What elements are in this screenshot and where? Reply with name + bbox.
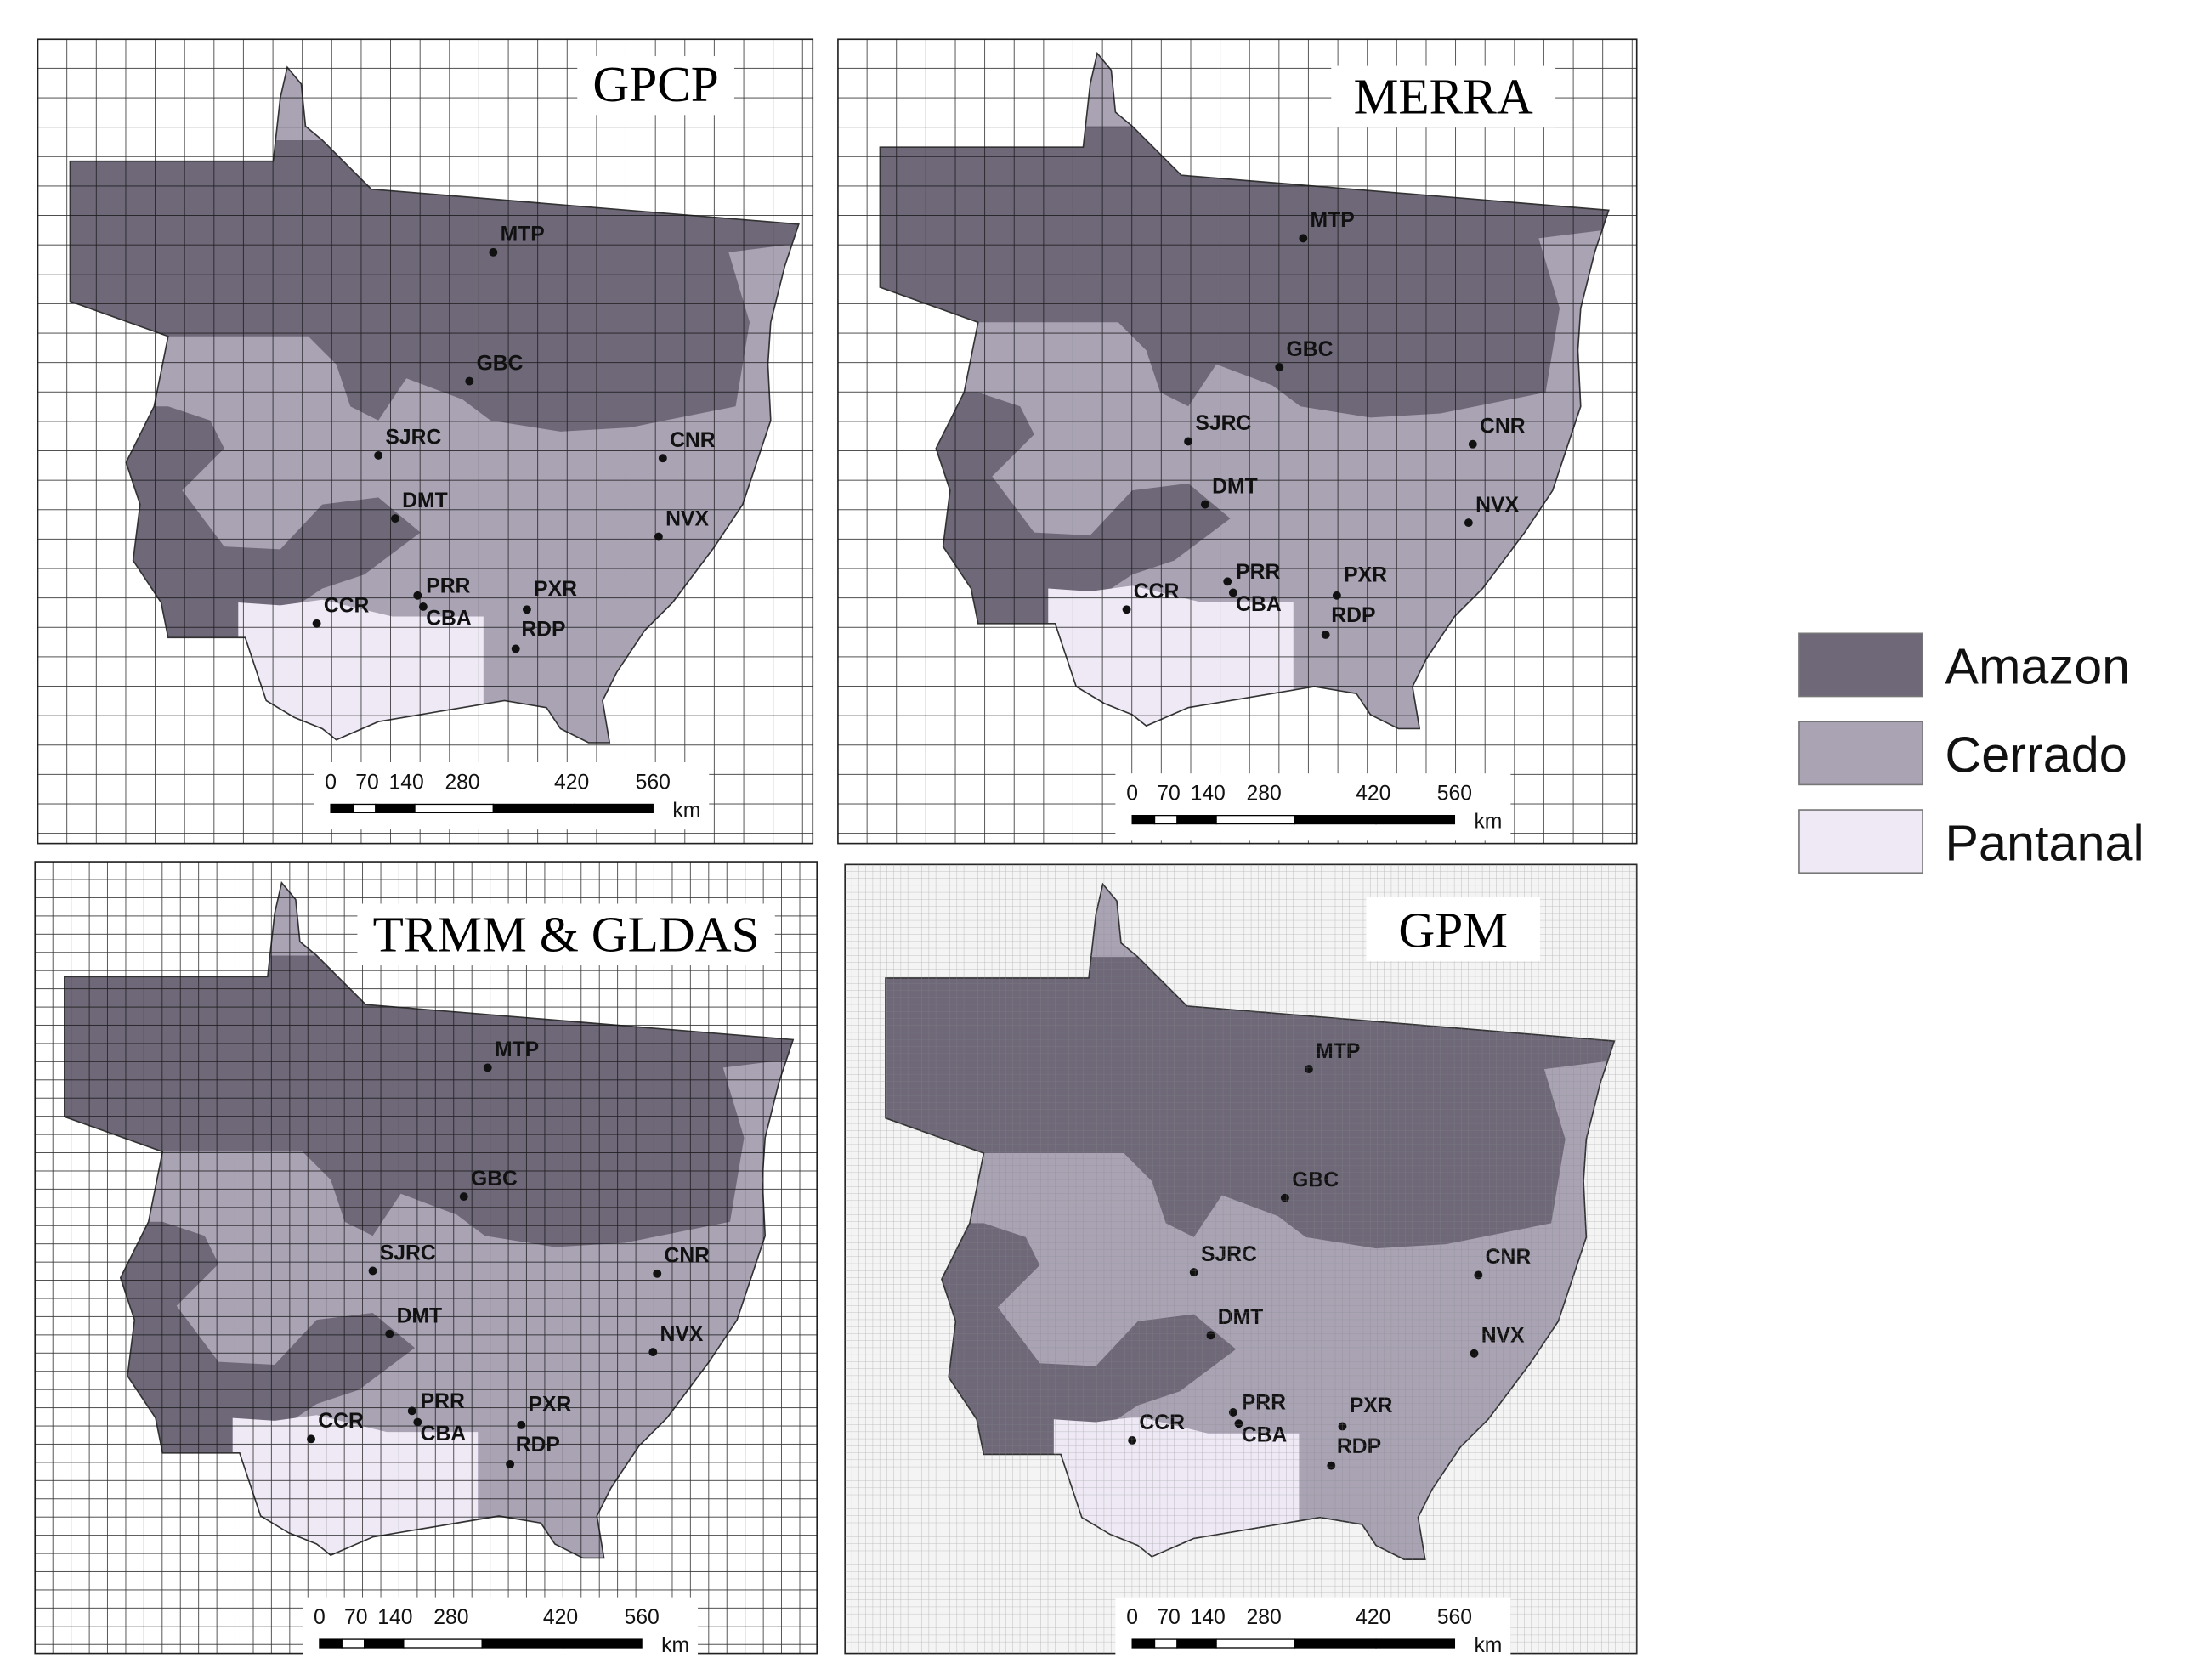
scale-segment bbox=[330, 803, 354, 814]
scale-segment bbox=[563, 1638, 643, 1649]
scale-label: 280 bbox=[1247, 1606, 1282, 1629]
scale-label: 280 bbox=[433, 1606, 468, 1629]
grid-overlay bbox=[35, 862, 818, 1654]
grid-overlay bbox=[845, 864, 1637, 1654]
scale-label: 560 bbox=[636, 771, 671, 794]
scale-segment bbox=[319, 1638, 343, 1649]
panel-title: TRMM & GLDAS bbox=[373, 907, 760, 963]
scale-segment bbox=[403, 1638, 483, 1649]
legend-swatch bbox=[1798, 632, 1923, 698]
map-panel: MTPGBCSJRCCNRDMTNVXCCRPRRCBAPXRRDPGPCP07… bbox=[37, 38, 814, 845]
scale-label: 420 bbox=[1356, 1606, 1390, 1629]
scale-segment bbox=[1176, 1638, 1217, 1649]
scale-label: 0 bbox=[314, 1606, 326, 1629]
scale-label: 140 bbox=[1191, 783, 1226, 806]
scale-label: 70 bbox=[355, 771, 379, 794]
scale-label: 140 bbox=[389, 771, 424, 794]
scale-segment bbox=[1131, 814, 1156, 825]
scale-segment bbox=[1215, 1638, 1296, 1649]
grid-overlay bbox=[37, 39, 813, 844]
scale-segment bbox=[375, 803, 416, 814]
scale-unit: km bbox=[661, 1634, 689, 1657]
scale-box bbox=[1115, 1597, 1511, 1665]
scale-box bbox=[1115, 773, 1511, 841]
map-panel: MTPGBCSJRCCNRDMTNVXCCRPRRCBAPXRRDPGPM070… bbox=[844, 863, 1638, 1665]
scale-segment bbox=[1176, 814, 1217, 825]
panel-title: MERRA bbox=[1354, 69, 1533, 125]
scale-segment bbox=[364, 1638, 405, 1649]
scale-segment bbox=[1294, 1638, 1377, 1649]
scale-segment bbox=[1294, 814, 1377, 825]
scale-label: 560 bbox=[1437, 783, 1472, 806]
grid-overlay bbox=[837, 39, 1637, 844]
scale-segment bbox=[352, 803, 377, 814]
panel-title: GPCP bbox=[592, 56, 718, 112]
title-box bbox=[577, 56, 734, 116]
scale-unit: km bbox=[1474, 1634, 1502, 1657]
scale-label: 280 bbox=[445, 771, 479, 794]
scale-label: 70 bbox=[1157, 783, 1181, 806]
scale-segment bbox=[1375, 814, 1456, 825]
scale-label: 70 bbox=[344, 1606, 368, 1629]
scale-label: 420 bbox=[1356, 783, 1390, 806]
scale-label: 420 bbox=[543, 1606, 578, 1629]
title-box bbox=[357, 903, 775, 966]
scale-label: 560 bbox=[1437, 1606, 1472, 1629]
scale-label: 140 bbox=[1191, 1606, 1226, 1629]
legend-label: Amazon bbox=[1945, 638, 2130, 695]
scale-label: 140 bbox=[377, 1606, 412, 1629]
legend-label: Pantanal bbox=[1945, 814, 2144, 871]
scale-box bbox=[303, 1597, 699, 1665]
scale-unit: km bbox=[1474, 810, 1502, 833]
scale-box bbox=[314, 761, 710, 830]
scale-label: 420 bbox=[554, 771, 589, 794]
scale-segment bbox=[1153, 1638, 1178, 1649]
legend-swatch bbox=[1798, 721, 1923, 786]
scale-segment bbox=[1215, 814, 1296, 825]
legend-swatch bbox=[1798, 809, 1923, 874]
scale-segment bbox=[481, 1638, 564, 1649]
scale-segment bbox=[492, 803, 575, 814]
title-box bbox=[1366, 897, 1540, 962]
scale-segment bbox=[341, 1638, 365, 1649]
scale-segment bbox=[1375, 1638, 1456, 1649]
scale-label: 280 bbox=[1247, 783, 1282, 806]
scale-segment bbox=[1131, 1638, 1156, 1649]
map-panel: MTPGBCSJRCCNRDMTNVXCCRPRRCBAPXRRDPTRMM &… bbox=[34, 861, 818, 1665]
scale-label: 0 bbox=[325, 771, 337, 794]
legend-label: Cerrado bbox=[1945, 727, 2127, 783]
scale-label: 70 bbox=[1157, 1606, 1181, 1629]
scale-segment bbox=[574, 803, 654, 814]
scale-segment bbox=[1153, 814, 1178, 825]
panel-title: GPM bbox=[1398, 902, 1508, 959]
scale-label: 0 bbox=[1126, 783, 1138, 806]
map-panel: MTPGBCSJRCCNRDMTNVXCCRPRRCBAPXRRDPMERRA0… bbox=[837, 38, 1638, 845]
scale-segment bbox=[414, 803, 495, 814]
scale-label: 0 bbox=[1126, 1606, 1138, 1629]
scale-unit: km bbox=[672, 799, 700, 822]
scale-label: 560 bbox=[624, 1606, 659, 1629]
title-box bbox=[1331, 65, 1556, 128]
